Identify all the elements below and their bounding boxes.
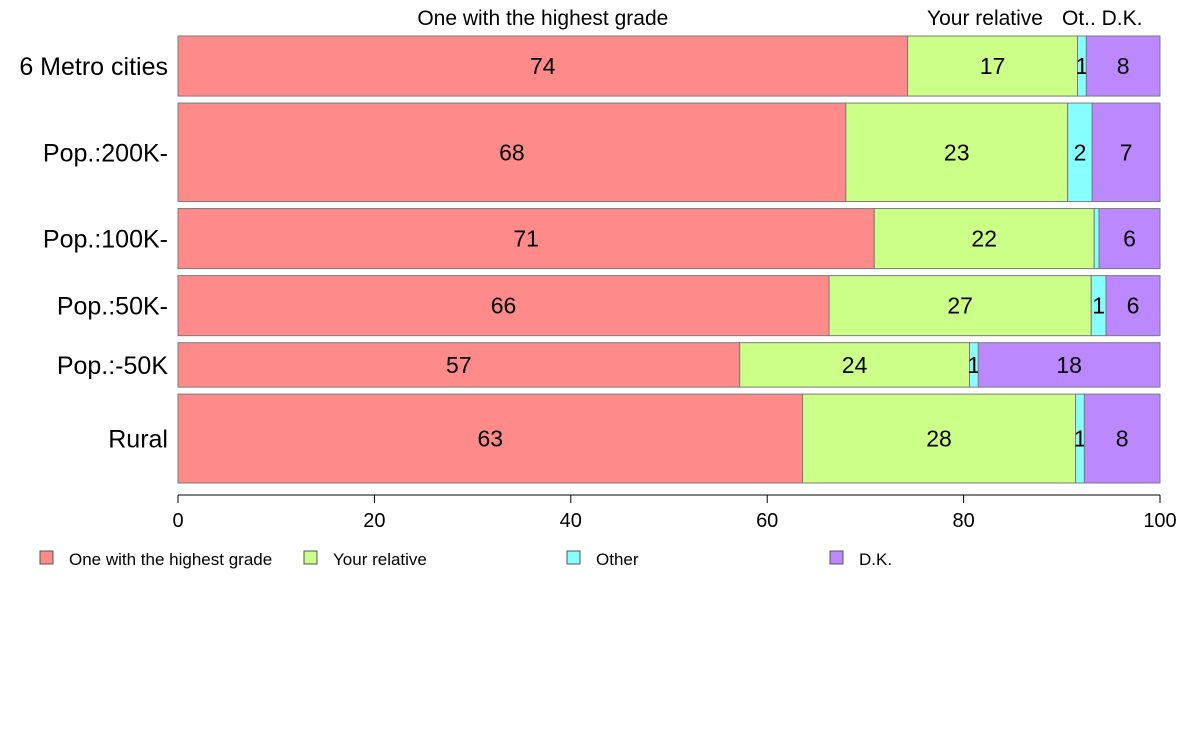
x-axis: 0 20 40 60 80 100 [172,494,1177,532]
legend-label: One with the highest grade [69,550,272,569]
bar-row: 63 28 1 8 [177,393,1161,484]
data-label: 57 [446,352,472,378]
legend-item: D.K. [829,550,892,569]
data-label: 1 [1092,293,1105,319]
bar-row: 57 24 1 18 [177,342,1161,388]
category-label: Pop.:100K- [43,226,168,254]
x-tick-label: 40 [560,510,582,532]
x-tick-label: 100 [1143,510,1176,532]
bar-segment [845,102,1069,203]
category-label: Pop.:50K- [57,293,168,321]
column-header: Your relative [927,7,1043,30]
category-label: Pop.:200K- [43,139,168,167]
legend-item: Your relative [303,550,427,569]
legend-label: Other [596,550,639,569]
data-label: 1 [968,352,981,378]
x-tick-label: 60 [756,510,778,532]
data-label: 27 [947,293,973,319]
legend-label: D.K. [859,550,892,569]
column-header: D.K. [1102,7,1143,30]
bar-segment [177,208,875,270]
bar-segment [873,208,1095,270]
data-label: 68 [499,139,525,165]
bar-row: 71 22 6 [177,208,1161,270]
data-label: 18 [1056,352,1082,378]
data-label: 22 [971,226,997,252]
data-label: 1 [1074,426,1087,452]
bar-row: 68 23 2 7 [177,102,1161,203]
bar-row: 66 27 1 6 [177,275,1161,337]
data-label: 17 [980,53,1006,79]
data-label: 24 [842,352,868,378]
bar-segment [907,35,1079,97]
legend-label: Your relative [333,550,427,569]
column-header: One with the highest grade [417,7,668,30]
bar-segment [1098,208,1161,270]
category-label: Rural [108,426,168,454]
legend-swatch [39,550,54,565]
bar-segment [177,102,847,203]
bar-segment [1091,102,1161,203]
legend-swatch [829,550,844,565]
column-header: Ot.. [1062,7,1096,30]
x-tick-label: 0 [172,510,183,532]
bar-segment [739,342,970,388]
data-label: 6 [1123,226,1136,252]
category-labels: 6 Metro cities Pop.:200K- Pop.:100K- Pop.:5… [19,53,168,454]
data-label: 6 [1127,293,1140,319]
bar-segment [977,342,1161,388]
bar-segment [1105,275,1161,337]
category-label: Pop.:-50K [57,352,169,380]
bar-segment [177,35,909,97]
x-tick-label: 80 [952,510,974,532]
bar-segment [177,342,741,388]
bar-segment [177,393,804,484]
data-label: 74 [530,53,556,79]
x-tick-label: 20 [363,510,385,532]
data-label: 71 [513,226,539,252]
bar-segment [802,393,1077,484]
bar-segment [828,275,1092,337]
legend-swatch [566,550,581,565]
data-label: 8 [1116,426,1129,452]
data-label: 2 [1074,139,1087,165]
category-label: 6 Metro cities [19,53,168,81]
data-label: 63 [477,426,503,452]
top-column-labels: One with the highest grade Your relative O… [417,7,1142,30]
data-label: 8 [1117,53,1130,79]
data-label: 23 [944,139,970,165]
legend-item: Other [566,550,639,569]
legend-swatch [303,550,318,565]
bar-segment [1093,208,1100,270]
bar-segment [177,275,830,337]
data-label: 28 [926,426,952,452]
data-label: 7 [1120,139,1133,165]
data-label: 1 [1076,53,1089,79]
bar-segment [1083,393,1161,484]
data-label: 66 [491,293,517,319]
bar-row: 74 17 1 8 [177,35,1161,97]
bar-segment [1067,102,1093,203]
bar-segment [1085,35,1161,97]
legend: One with the highest grade Your relative O… [39,550,892,569]
legend-item: One with the highest grade [39,550,272,569]
